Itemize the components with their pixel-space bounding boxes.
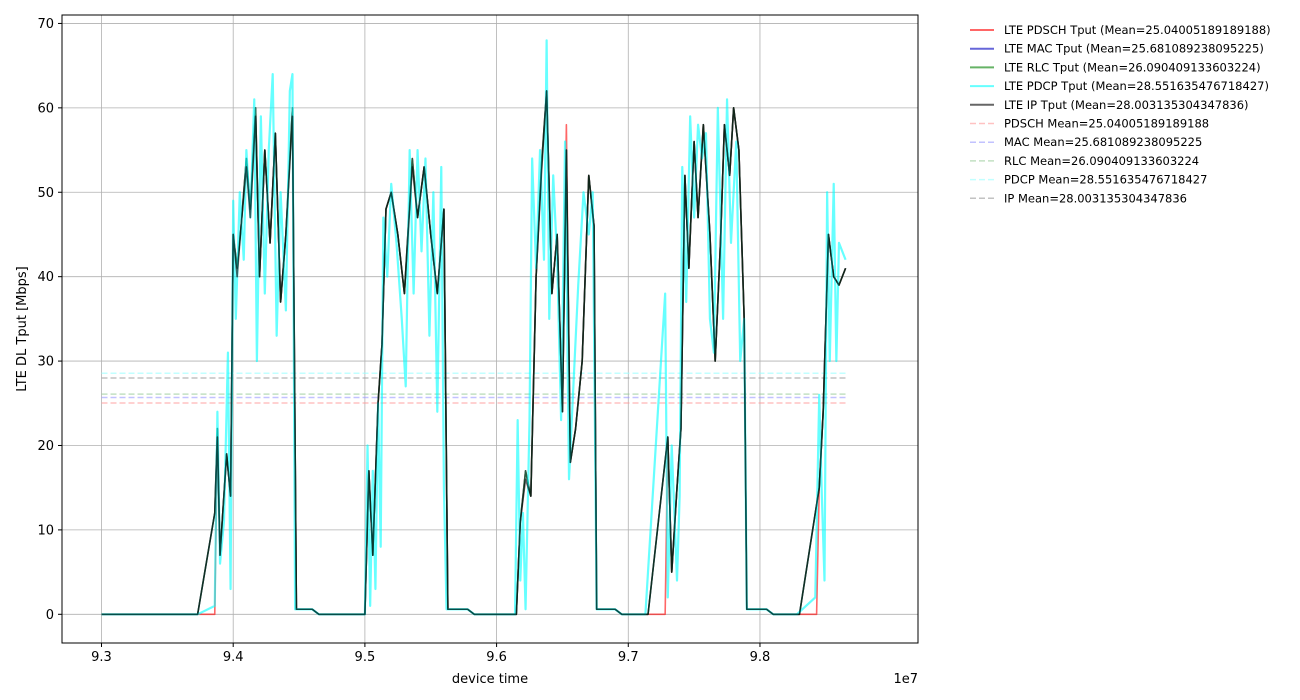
x-tick-label: 9.6 xyxy=(486,650,507,665)
legend: LTE PDSCH Tput (Mean=25.04005189189188) L… xyxy=(970,23,1271,205)
legend-label: IP Mean=28.003135304347836 xyxy=(1004,191,1187,205)
legend-label: RLC Mean=26.090409133603224 xyxy=(1004,154,1199,168)
y-tick-label: 20 xyxy=(37,439,54,454)
series-line-4 xyxy=(101,90,847,616)
y-tick-label: 10 xyxy=(37,523,54,538)
x-axis-label: device time xyxy=(452,672,528,687)
axis-ticks: 9.3 9.4 9.5 9.6 9.7 9.8 0 10 20 30 40 50 60 70 xyxy=(37,17,770,665)
legend-label: PDCP Mean=28.551635476718427 xyxy=(1004,173,1207,187)
x-tick-label: 9.7 xyxy=(618,650,639,665)
legend-label: MAC Mean=25.681089238095225 xyxy=(1004,135,1202,149)
legend-label: LTE PDSCH Tput (Mean=25.04005189189188) xyxy=(1004,23,1271,37)
legend-label: LTE MAC Tput (Mean=25.681089238095225) xyxy=(1004,42,1264,56)
plot-frame xyxy=(61,14,919,644)
x-tick-label: 9.4 xyxy=(223,650,244,665)
x-tick-label: 9.8 xyxy=(750,650,771,665)
y-tick-label: 50 xyxy=(37,186,54,201)
legend-label: LTE PDCP Tput (Mean=28.551635476718427) xyxy=(1004,79,1269,93)
legend-label: LTE IP Tput (Mean=28.003135304347836) xyxy=(1004,98,1249,112)
y-axis-label: LTE DL Tput [Mbps] xyxy=(15,266,30,391)
series-layer xyxy=(101,39,847,616)
y-tick-label: 40 xyxy=(37,270,54,285)
y-tick-label: 0 xyxy=(46,608,54,623)
legend-label: LTE RLC Tput (Mean=26.090409133603224) xyxy=(1004,60,1261,74)
x-axis-offset-label: 1e7 xyxy=(893,672,918,687)
x-tick-label: 9.3 xyxy=(91,650,112,665)
series-line-3 xyxy=(101,39,847,616)
x-tick-label: 9.5 xyxy=(355,650,376,665)
grid-lines xyxy=(62,15,918,643)
y-tick-label: 60 xyxy=(37,101,54,116)
y-tick-label: 70 xyxy=(37,17,54,32)
y-tick-label: 30 xyxy=(37,355,54,370)
legend-label: PDSCH Mean=25.04005189189188 xyxy=(1004,117,1209,131)
